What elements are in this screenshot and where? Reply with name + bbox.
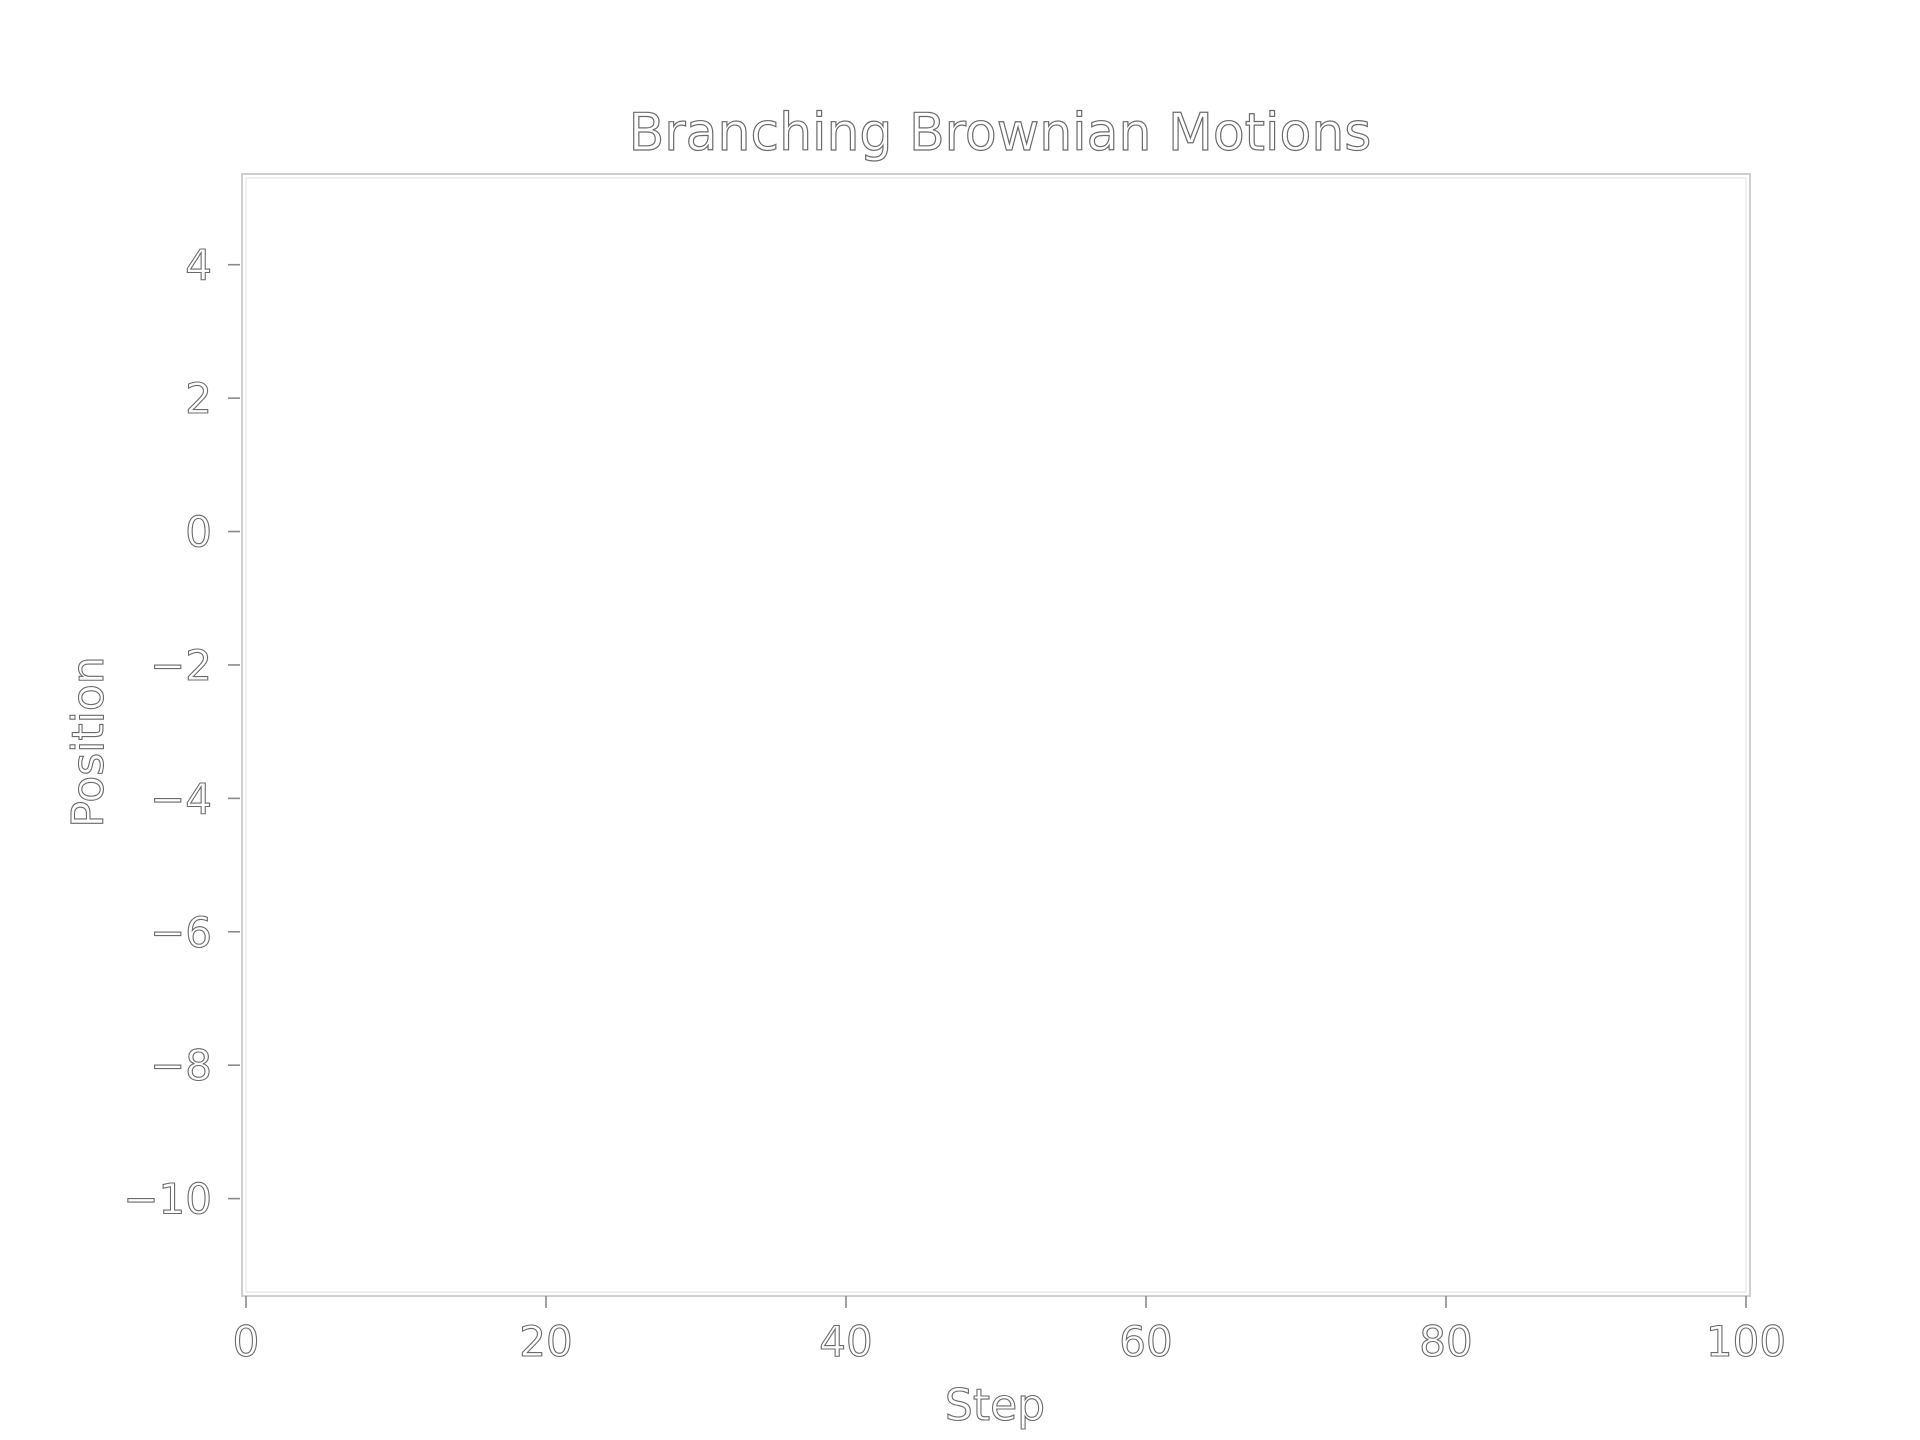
y-tick-label: −10 <box>123 1175 212 1224</box>
x-tick-label: 60 <box>1119 1317 1172 1366</box>
chart-title: Branching Brownian Motions <box>629 103 1372 163</box>
y-tick-label: 0 <box>185 508 212 557</box>
y-tick-label: 4 <box>185 241 212 290</box>
y-tick-label: −8 <box>150 1041 212 1090</box>
x-tick-label: 80 <box>1419 1317 1472 1366</box>
x-tick-label: 20 <box>519 1317 572 1366</box>
y-tick-label: −6 <box>150 908 212 957</box>
plot-area-inner-border <box>245 177 1747 1293</box>
y-tick-label: 2 <box>185 374 212 423</box>
x-axis: 0 20 40 60 80 100 <box>232 1296 1787 1367</box>
plot-area <box>241 173 1751 1297</box>
x-tick-label: 40 <box>819 1317 872 1366</box>
x-tick-label: 0 <box>233 1317 260 1366</box>
y-axis-label: Position <box>63 656 114 827</box>
x-tick-label: 100 <box>1706 1317 1786 1366</box>
y-tick-label: −2 <box>150 641 212 690</box>
x-axis-label: Step <box>945 1380 1045 1431</box>
y-axis: 4 2 0 −2 −4 −6 −8 −10 <box>123 240 240 1224</box>
y-tick-label: −4 <box>150 774 212 823</box>
